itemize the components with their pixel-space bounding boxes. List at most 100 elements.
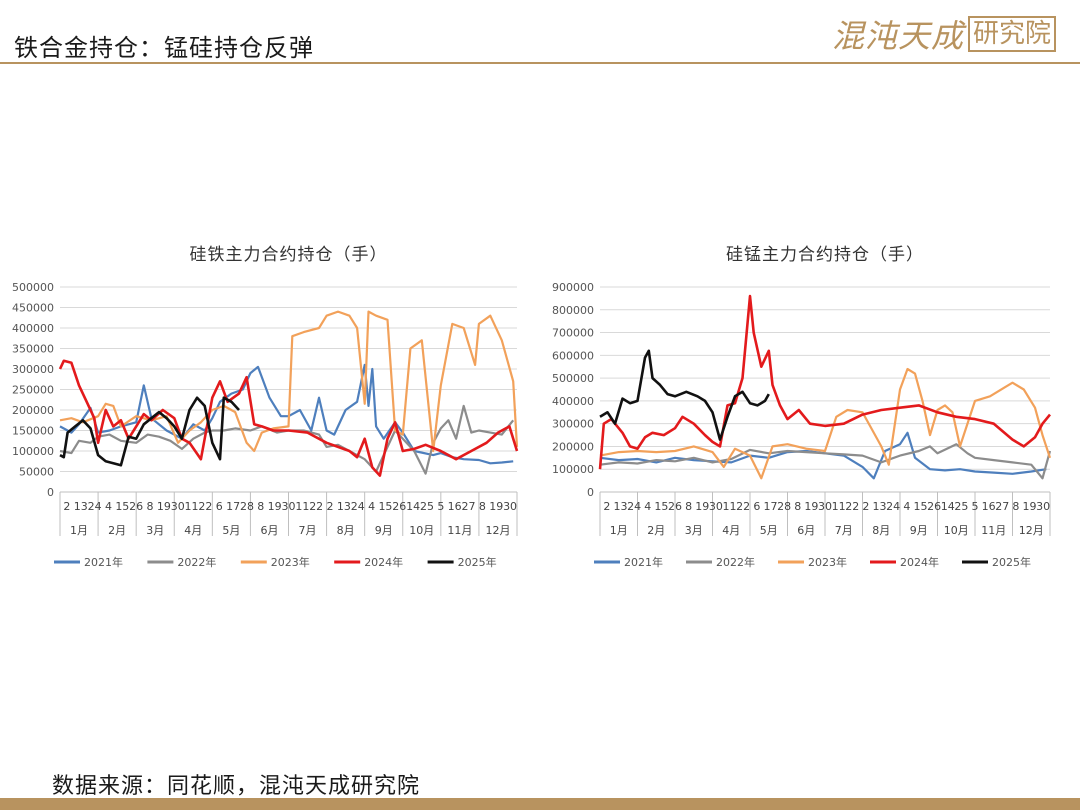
y-tick-label: 700000 (552, 327, 594, 340)
page-title: 铁合金持仓：锰硅持仓反弹 (14, 34, 314, 62)
month-label: 11月 (981, 524, 1006, 537)
day-tick-label: 30 (503, 500, 517, 513)
month-label: 8月 (337, 524, 355, 537)
y-tick-label: 0 (47, 486, 54, 499)
day-tick-label: 13 (337, 500, 351, 513)
day-tick-label: 4 (644, 500, 651, 513)
day-tick-label: 19 (157, 500, 171, 513)
y-tick-label: 350000 (12, 343, 54, 356)
y-tick-label: 500000 (12, 281, 54, 294)
day-tick-label: 30 (1036, 500, 1050, 513)
y-tick-label: 250000 (12, 384, 54, 397)
month-label: 1月 (70, 524, 88, 537)
y-tick-label: 900000 (552, 281, 594, 294)
series-line-2025年 (59, 396, 240, 467)
legend-label: 2022年 (716, 555, 755, 569)
day-tick-label: 24 (886, 500, 900, 513)
ferrosilicon-chart-svg: 硅铁主力合约持仓（手）05000010000015000020000025000… (12, 245, 519, 569)
day-tick-label: 11 (295, 500, 309, 513)
day-tick-label: 27 (995, 500, 1009, 513)
day-tick-label: 13 (873, 500, 887, 513)
day-tick-label: 4 (903, 500, 910, 513)
day-tick-label: 19 (268, 500, 282, 513)
day-tick-label: 25 (420, 500, 434, 513)
chart-title: 硅锰主力合约持仓（手） (726, 245, 924, 265)
month-label: 5月 (222, 524, 240, 537)
series-line-2025年 (599, 349, 770, 441)
y-tick-label: 600000 (552, 349, 594, 362)
day-tick-label: 16 (448, 500, 462, 513)
day-tick-label: 15 (654, 500, 668, 513)
day-tick-label: 22 (845, 500, 859, 513)
day-tick-label: 2 (603, 500, 610, 513)
legend-label: 2025年 (458, 555, 497, 569)
month-label: 3月 (685, 524, 703, 537)
y-tick-label: 100000 (12, 445, 54, 458)
day-tick-label: 28 (240, 500, 254, 513)
month-label: 9月 (910, 524, 928, 537)
month-label: 10月 (944, 524, 969, 537)
y-tick-label: 150000 (12, 425, 54, 438)
day-tick-label: 30 (709, 500, 723, 513)
header-divider (0, 62, 1080, 64)
day-tick-label: 4 (105, 500, 112, 513)
month-label: 2月 (647, 524, 665, 537)
ferrosilicon-chart: 硅铁主力合约持仓（手） 0 50000 100000 150000 200000 25000… (0, 236, 540, 576)
day-tick-label: 8 (257, 500, 264, 513)
day-tick-label: 24 (88, 500, 102, 513)
silicomanganese-chart: 硅锰主力合约持仓（手） 0 100000 200000 300000 400000 5000… (540, 236, 1080, 576)
month-label: 3月 (146, 524, 164, 537)
month-label: 4月 (184, 524, 202, 537)
y-tick-label: 450000 (12, 302, 54, 315)
day-tick-label: 30 (282, 500, 296, 513)
month-label: 11月 (447, 524, 472, 537)
logo-box-text: 研究院 (967, 16, 1056, 52)
footer-bar (0, 798, 1080, 810)
day-tick-label: 16 (982, 500, 996, 513)
series-line-2021年 (59, 363, 514, 465)
series-line-2022年 (59, 404, 515, 475)
day-tick-label: 27 (462, 500, 476, 513)
y-tick-label: 500000 (552, 372, 594, 385)
day-tick-label: 5 (437, 500, 444, 513)
day-tick-label: 8 (1012, 500, 1019, 513)
y-tick-label: 300000 (12, 363, 54, 376)
day-tick-label: 17 (763, 500, 777, 513)
series-line-2021年 (599, 431, 1047, 480)
legend-label: 2021年 (624, 555, 663, 569)
day-tick-label: 14 (941, 500, 955, 513)
day-tick-label: 26 (927, 500, 941, 513)
day-tick-label: 5 (972, 500, 979, 513)
month-label: 2月 (108, 524, 126, 537)
day-tick-label: 19 (1023, 500, 1037, 513)
day-tick-label: 13 (613, 500, 627, 513)
day-tick-label: 22 (198, 500, 212, 513)
y-tick-label: 400000 (552, 395, 594, 408)
legend-label: 2025年 (992, 555, 1031, 569)
day-tick-label: 15 (913, 500, 927, 513)
month-label: 10月 (409, 524, 434, 537)
series-line-2023年 (599, 367, 1052, 480)
day-tick-label: 22 (309, 500, 323, 513)
month-label: 6月 (260, 524, 278, 537)
day-tick-label: 2 (327, 500, 334, 513)
legend-label: 2021年 (84, 555, 123, 569)
month-label: 8月 (872, 524, 890, 537)
month-label: 12月 (1019, 524, 1044, 537)
day-tick-label: 14 (406, 500, 420, 513)
day-tick-label: 24 (351, 500, 365, 513)
day-tick-label: 8 (685, 500, 692, 513)
month-label: 6月 (797, 524, 815, 537)
month-label: 12月 (485, 524, 510, 537)
day-tick-label: 26 (129, 500, 143, 513)
month-label: 7月 (835, 524, 853, 537)
chart-title: 硅铁主力合约持仓（手） (190, 245, 388, 265)
legend-label: 2024年 (364, 555, 403, 569)
day-tick-label: 11 (723, 500, 737, 513)
day-tick-label: 28 (777, 500, 791, 513)
legend-label: 2023年 (808, 555, 847, 569)
series-line-2024年 (58, 359, 519, 477)
day-tick-label: 25 (954, 500, 968, 513)
day-tick-label: 19 (804, 500, 818, 513)
brand-logo: 混沌天成 研究院 (832, 14, 1056, 55)
